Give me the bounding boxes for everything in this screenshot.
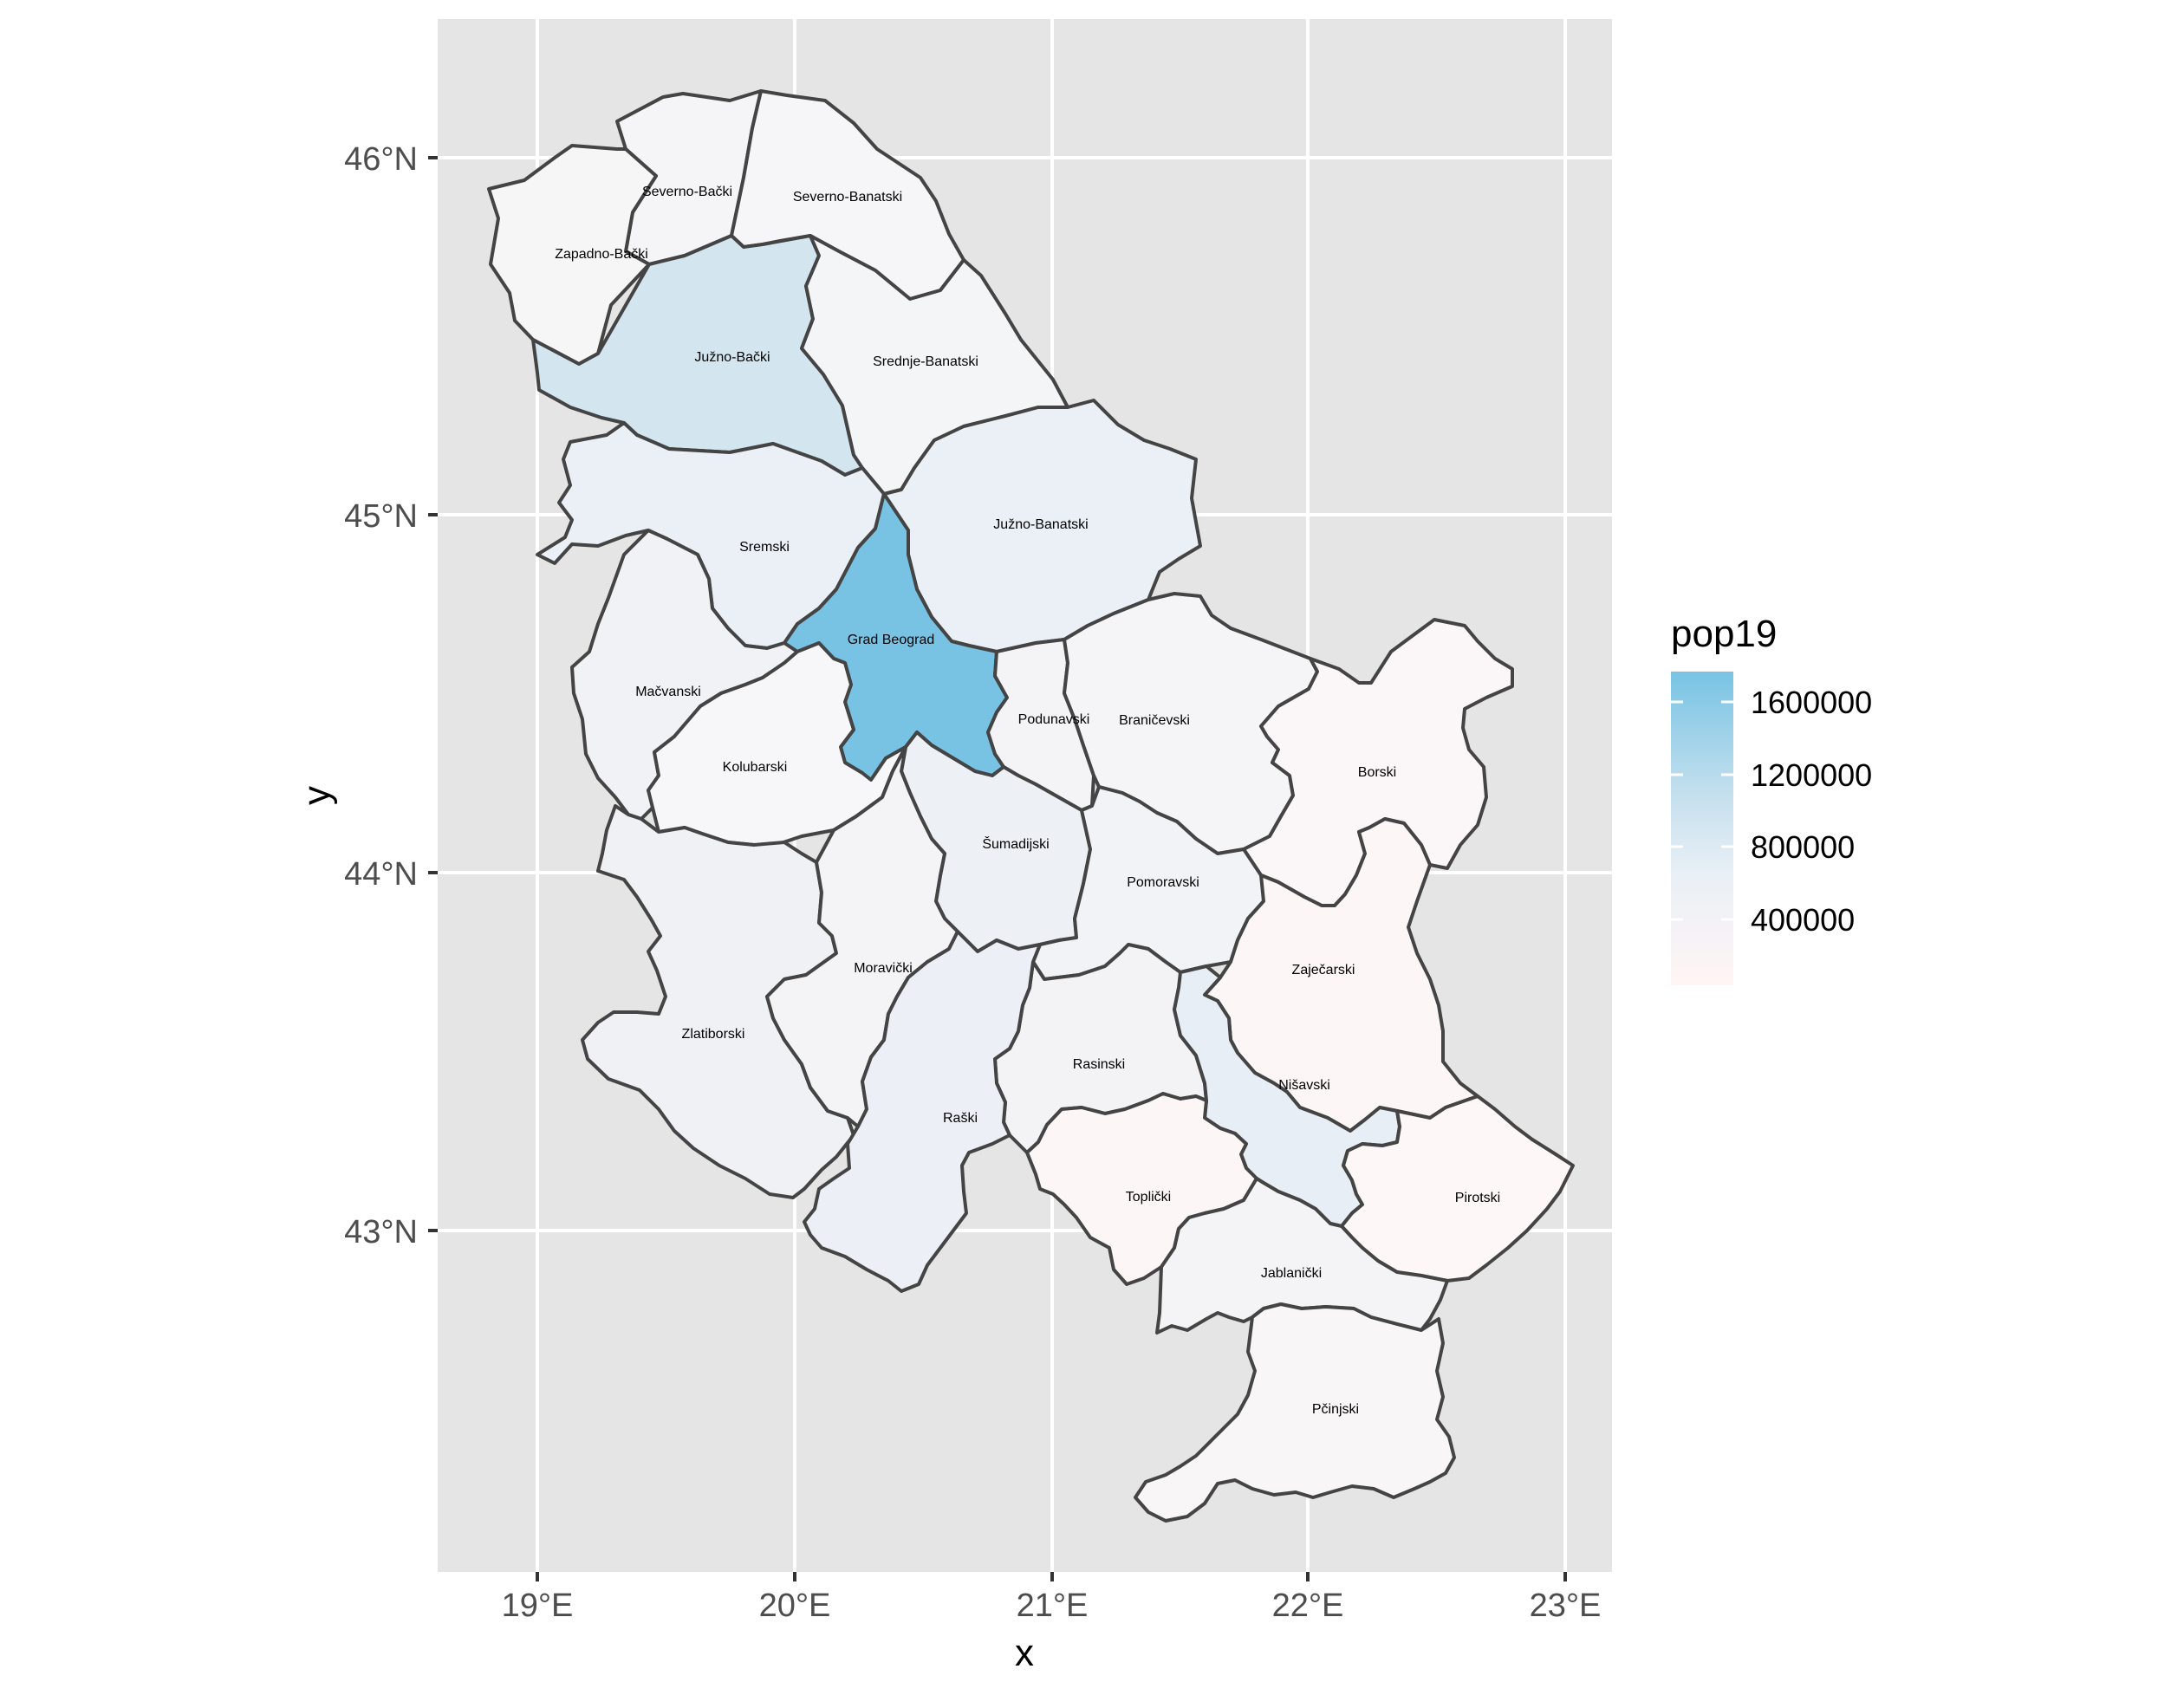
district-polygons <box>487 89 1575 1523</box>
region-pirotski[interactable] <box>1340 1094 1575 1283</box>
x-tick-label: 19°E <box>502 1588 574 1624</box>
label-jablanicki: Jablanički <box>1261 1266 1322 1281</box>
x-axis-title: x <box>1015 1632 1034 1674</box>
y-tick-label: 46°N <box>344 141 418 178</box>
label-kolubarski: Kolubarski <box>723 760 788 775</box>
legend-title: pop19 <box>1671 613 1777 655</box>
label-severno-backi: Severno-Bački <box>642 185 732 199</box>
legend-tick-label: 1200000 <box>1751 757 1872 793</box>
label-pomoravski: Pomoravski <box>1127 875 1199 890</box>
label-severno-banatski: Severno-Banatski <box>793 190 902 205</box>
y-tick-label: 43°N <box>344 1214 418 1250</box>
region-raski[interactable] <box>803 930 1042 1293</box>
y-tick-label: 44°N <box>344 856 418 893</box>
label-zajecarski: Zaječarski <box>1292 963 1355 977</box>
label-raski: Raški <box>943 1111 978 1126</box>
region-pcinjski[interactable] <box>1134 1302 1456 1523</box>
label-juzno-banatski: Južno-Banatski <box>993 517 1088 532</box>
label-branicevski: Braničevski <box>1119 713 1190 728</box>
label-moravicki: Moravički <box>854 961 913 976</box>
label-zapadno-backi: Zapadno-Bački <box>555 247 648 262</box>
y-tick-labels: 46°N 45°N 44°N 43°N <box>344 141 418 1250</box>
label-macvanski: Mačvanski <box>635 685 701 699</box>
x-tick-label: 23°E <box>1530 1588 1602 1624</box>
label-sumadijski: Šumadijski <box>982 835 1049 852</box>
region-jablanicki[interactable] <box>1155 1177 1449 1335</box>
x-tick-label: 20°E <box>759 1588 831 1624</box>
x-tick-labels: 19°E 20°E 21°E 22°E 23°E <box>502 1588 1602 1624</box>
district-labels: Severno-Bački Severno-Banatski Zapadno-B… <box>555 185 1500 1417</box>
x-tick-label: 22°E <box>1272 1588 1344 1624</box>
label-pirotski: Pirotski <box>1455 1191 1500 1205</box>
label-sremski: Sremski <box>739 540 790 555</box>
label-pcinjski: Pčinjski <box>1312 1402 1359 1417</box>
legend: pop19 1600000 1200000 800000 400000 <box>1671 613 1872 985</box>
region-zlatiborski[interactable] <box>581 804 855 1199</box>
label-borski: Borski <box>1358 765 1396 780</box>
legend-tick-label: 1600000 <box>1751 685 1872 720</box>
label-nisavski: Nišavski <box>1278 1078 1330 1093</box>
label-grad-beograd: Grad Beograd <box>848 633 935 647</box>
label-rasinski: Rasinski <box>1073 1057 1125 1072</box>
x-tick-label: 21°E <box>1017 1588 1089 1624</box>
label-podunavski: Podunavski <box>1018 712 1090 727</box>
y-axis-title: y <box>296 786 338 805</box>
legend-colorbar <box>1671 672 1733 985</box>
legend-tick-label: 800000 <box>1751 829 1855 865</box>
y-tick-label: 45°N <box>344 498 418 535</box>
label-juzno-backi: Južno-Bački <box>694 350 770 365</box>
axis-ticks <box>428 156 1567 1581</box>
label-zlatiborski: Zlatiborski <box>682 1027 745 1042</box>
label-toplicki: Toplički <box>1126 1190 1171 1205</box>
legend-tick-label: 400000 <box>1751 902 1855 938</box>
legend-tick-marks <box>1671 700 1733 921</box>
label-srednje-banatski: Srednje-Banatski <box>873 354 978 369</box>
